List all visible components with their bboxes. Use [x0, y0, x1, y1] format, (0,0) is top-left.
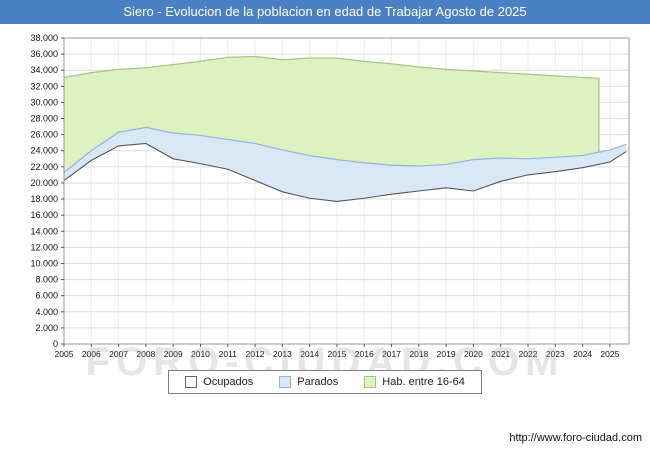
- svg-text:2.000: 2.000: [35, 323, 58, 333]
- legend-item-parados: Parados: [279, 376, 338, 388]
- svg-text:30.000: 30.000: [30, 97, 58, 107]
- svg-text:22.000: 22.000: [30, 162, 58, 172]
- legend-box: Ocupados Parados Hab. entre 16-64: [168, 370, 482, 394]
- svg-text:2010: 2010: [191, 349, 210, 359]
- svg-text:2008: 2008: [136, 349, 155, 359]
- foro-ciudad-link[interactable]: http://www.foro-ciudad.com: [509, 432, 642, 444]
- svg-text:10.000: 10.000: [30, 258, 58, 268]
- svg-text:2009: 2009: [164, 349, 183, 359]
- svg-text:24.000: 24.000: [30, 146, 58, 156]
- svg-text:28.000: 28.000: [30, 114, 58, 124]
- legend-label-parados: Parados: [297, 376, 339, 388]
- svg-text:2025: 2025: [600, 349, 619, 359]
- svg-text:34.000: 34.000: [30, 65, 58, 75]
- svg-text:12.000: 12.000: [30, 242, 58, 252]
- legend-row: Ocupados Parados Hab. entre 16-64: [0, 370, 650, 394]
- svg-text:2007: 2007: [109, 349, 128, 359]
- ocupados-swatch: [185, 376, 198, 388]
- legend-label-hab-16-64: Hab. entre 16-64: [382, 376, 465, 388]
- svg-text:2005: 2005: [55, 349, 74, 359]
- svg-text:2018: 2018: [409, 349, 428, 359]
- svg-text:0: 0: [53, 339, 58, 349]
- svg-text:2019: 2019: [437, 349, 456, 359]
- svg-text:2017: 2017: [382, 349, 401, 359]
- hab-16-64-swatch: [364, 376, 377, 388]
- svg-text:2020: 2020: [464, 349, 483, 359]
- svg-text:20.000: 20.000: [30, 178, 58, 188]
- svg-text:2016: 2016: [355, 349, 374, 359]
- svg-text:2012: 2012: [246, 349, 265, 359]
- parados-swatch: [279, 376, 292, 388]
- svg-text:18.000: 18.000: [30, 194, 58, 204]
- svg-text:2024: 2024: [573, 349, 592, 359]
- population-chart: 0 2.000 4.000 6.000 8.000 10.000 12.000 14.000 1…: [30, 33, 630, 359]
- svg-text:38.000: 38.000: [30, 33, 58, 43]
- svg-text:2006: 2006: [82, 349, 101, 359]
- svg-text:8.000: 8.000: [35, 275, 58, 285]
- svg-text:16.000: 16.000: [30, 210, 58, 220]
- svg-text:2022: 2022: [519, 349, 538, 359]
- svg-text:32.000: 32.000: [30, 81, 58, 91]
- legend-item-ocupados: Ocupados: [185, 376, 253, 388]
- svg-text:2021: 2021: [491, 349, 510, 359]
- svg-text:36.000: 36.000: [30, 49, 58, 59]
- svg-text:2023: 2023: [546, 349, 565, 359]
- svg-text:2013: 2013: [273, 349, 292, 359]
- svg-text:2014: 2014: [300, 349, 319, 359]
- svg-text:14.000: 14.000: [30, 226, 58, 236]
- svg-text:4.000: 4.000: [35, 307, 58, 317]
- chart-title: Siero - Evolucion de la poblacion en eda…: [123, 4, 527, 19]
- chart-title-bar: Siero - Evolucion de la poblacion en eda…: [0, 0, 650, 24]
- svg-text:2011: 2011: [219, 349, 238, 359]
- legend-item-hab-16-64: Hab. entre 16-64: [364, 376, 465, 388]
- legend-label-ocupados: Ocupados: [203, 376, 254, 388]
- svg-text:6.000: 6.000: [35, 291, 58, 301]
- svg-text:26.000: 26.000: [30, 130, 58, 140]
- svg-text:2015: 2015: [327, 349, 346, 359]
